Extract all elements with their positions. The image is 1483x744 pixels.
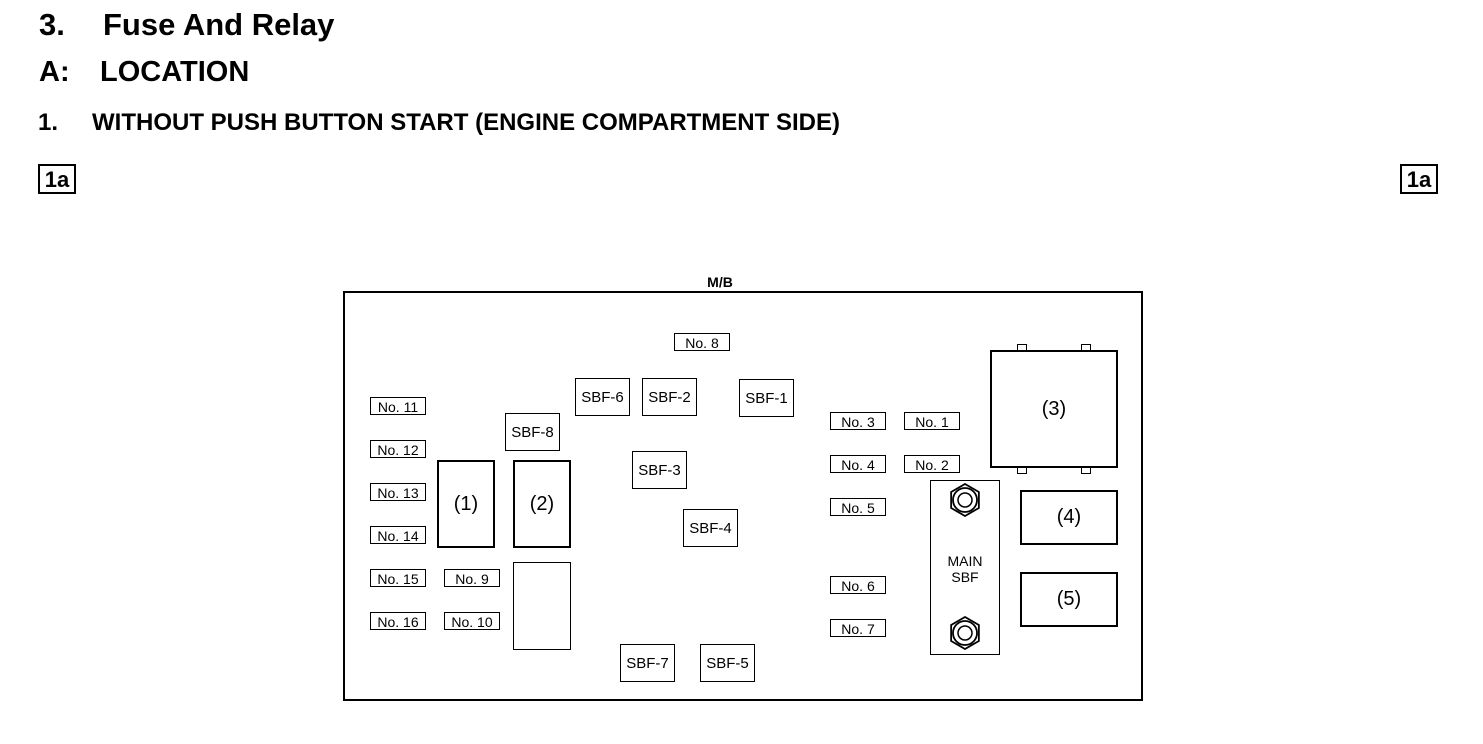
main-sbf-line2: SBF [951,569,978,585]
fuse-no-9: No. 9 [444,569,500,587]
fuse-no-16: No. 16 [370,612,426,630]
main-sbf-label: MAIN SBF [942,553,988,585]
relay-1: (1) [437,460,495,548]
hex-nut-icon [948,483,982,517]
fuse-no-2: No. 2 [904,455,960,473]
fuse-no-15: No. 15 [370,569,426,587]
section-title: Fuse And Relay [103,7,334,43]
relay-tab [1017,344,1027,350]
main-sbf-line1: MAIN [948,553,983,569]
fuse-no-8: No. 8 [674,333,730,351]
sbf-sbf-4: SBF-4 [683,509,738,547]
fuse-no-11: No. 11 [370,397,426,415]
hex-nut-icon [948,616,982,650]
relay-5: (5) [1020,572,1118,627]
sbf-sbf-6: SBF-6 [575,378,630,416]
ref-badge-right: 1a [1400,164,1438,194]
relay-tab [1017,468,1027,474]
fuse-no-13: No. 13 [370,483,426,501]
subsubsection-number: 1. [38,109,58,137]
relay-empty-slot [513,562,571,650]
fuse-no-3: No. 3 [830,412,886,430]
sbf-sbf-2: SBF-2 [642,378,697,416]
fuse-no-7: No. 7 [830,619,886,637]
relay-3: (3) [990,350,1118,468]
fuse-no-5: No. 5 [830,498,886,516]
relay-2: (2) [513,460,571,548]
fuse-no-4: No. 4 [830,455,886,473]
sbf-sbf-8: SBF-8 [505,413,560,451]
ref-badge-left: 1a [38,164,76,194]
fuse-no-6: No. 6 [830,576,886,594]
sbf-sbf-5: SBF-5 [700,644,755,682]
fuse-no-10: No. 10 [444,612,500,630]
section-number: 3. [39,7,65,43]
sbf-sbf-1: SBF-1 [739,379,794,417]
subsection-letter: A: [39,56,70,89]
relay-tab [1081,468,1091,474]
sbf-sbf-7: SBF-7 [620,644,675,682]
fuse-no-12: No. 12 [370,440,426,458]
diagram-title: M/B [700,274,740,290]
subsubsection-title: WITHOUT PUSH BUTTON START (ENGINE COMPAR… [92,109,840,137]
sbf-sbf-3: SBF-3 [632,451,687,489]
page-root: 3. Fuse And Relay A: LOCATION 1. WITHOUT… [0,0,1483,744]
relay-tab [1081,344,1091,350]
subsection-title: LOCATION [100,56,249,89]
fuse-no-1: No. 1 [904,412,960,430]
relay-4: (4) [1020,490,1118,545]
fuse-no-14: No. 14 [370,526,426,544]
